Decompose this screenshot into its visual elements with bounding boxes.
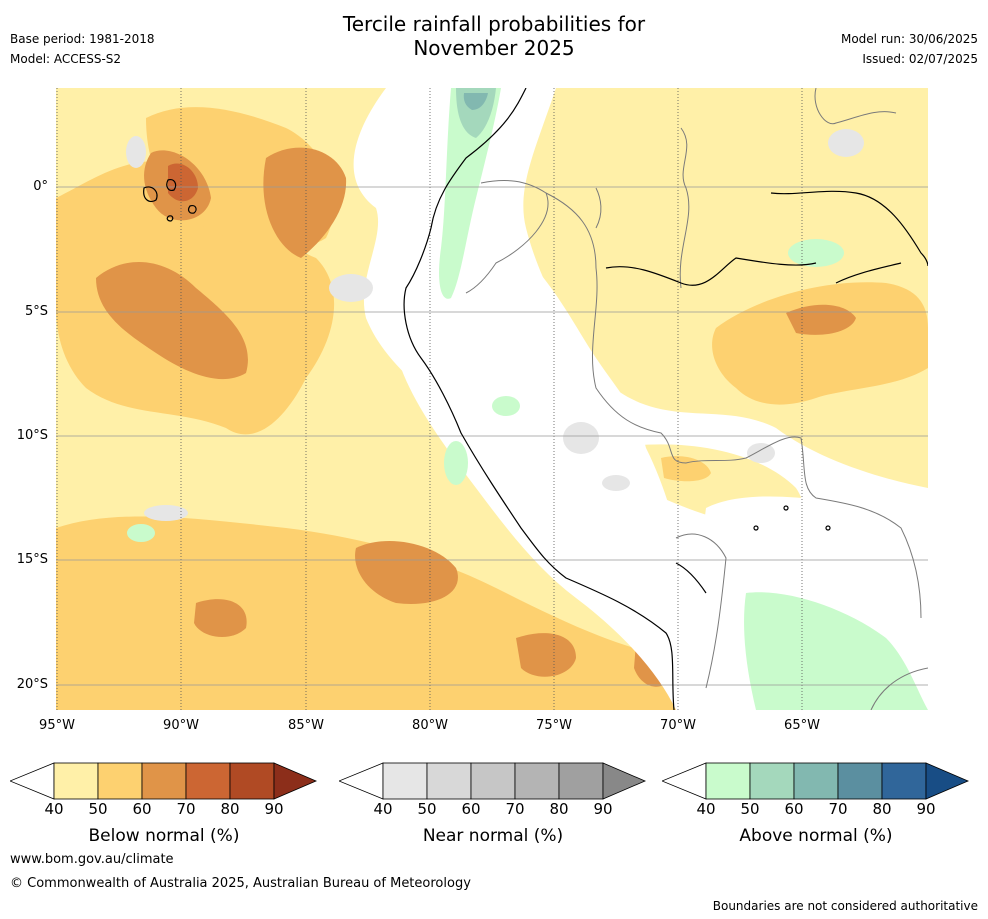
- colorbar-near-bin-60: [470, 762, 516, 800]
- colorbar-below-title: Below normal (%): [88, 826, 240, 846]
- colorbar-near-max-arrow: [602, 762, 647, 800]
- lon-label-95w: 95°W: [39, 718, 75, 733]
- colorbar-near-min-arrow: [339, 762, 384, 800]
- region-above-40-mid: [492, 396, 520, 416]
- region-above-40-south: [744, 592, 928, 710]
- colorbar-below-bin-50: [97, 762, 143, 800]
- model-name: Model: ACCESS-S2: [10, 52, 122, 66]
- colorbar-near-label-80: 80: [549, 800, 569, 818]
- colorbar-near-label-90: 90: [593, 800, 613, 818]
- country-borders: [465, 88, 928, 710]
- colorbar-above-label-80: 80: [872, 800, 892, 818]
- colorbar-below-max-arrow: [273, 762, 318, 800]
- colorbar-above-bin-80: [881, 762, 927, 800]
- region-below-70-ocean: [168, 163, 198, 202]
- colorbar-above-bin-50: [749, 762, 795, 800]
- region-near-ocean-b: [126, 136, 146, 168]
- colorbar-above-label-90: 90: [916, 800, 936, 818]
- copyright-notice: © Commonwealth of Australia 2025, Austra…: [10, 876, 471, 891]
- lon-label-70w: 70°W: [660, 718, 696, 733]
- region-below-60-ocean-e: [516, 633, 576, 677]
- lat-label-5s: 5°S: [24, 304, 48, 319]
- colorbar-below-bin-80: [229, 762, 275, 800]
- colorbar-above-label-60: 60: [784, 800, 804, 818]
- region-above-60-coast: [463, 93, 488, 110]
- region-no-dominant-land: [394, 248, 716, 710]
- colorbar-near-label-50: 50: [417, 800, 437, 818]
- map-title: Tercile rainfall probabilities for Novem…: [0, 12, 988, 60]
- colorbar-above-max-arrow: [925, 762, 970, 800]
- colorbar-below-label-40: 40: [44, 800, 64, 818]
- lon-label-90w: 90°W: [163, 718, 199, 733]
- boundaries-disclaimer: Boundaries are not considered authoritat…: [712, 899, 978, 913]
- colorbar-above-label-50: 50: [740, 800, 760, 818]
- colorbar-below-bin-70: [185, 762, 231, 800]
- colorbar-near-normal: [339, 762, 647, 800]
- colorbar-below-label-50: 50: [88, 800, 108, 818]
- region-above-40-lat10: [444, 441, 468, 485]
- colorbar-below-label-90: 90: [264, 800, 284, 818]
- colorbar-below-label-60: 60: [132, 800, 152, 818]
- lat-label-15s: 15°S: [16, 552, 48, 567]
- colorbar-below-min-arrow: [10, 762, 55, 800]
- colorbar-near-bin-40: [382, 762, 428, 800]
- region-above-40-ocean: [127, 524, 155, 542]
- meta-right: Model run: 30/06/2025 Issued: 02/07/2025: [841, 29, 978, 69]
- meta-left: Base period: 1981-2018 Model: ACCESS-S2: [10, 29, 155, 69]
- region-below-50-land: [712, 282, 928, 405]
- lat-label-10s: 10°S: [16, 428, 48, 443]
- colorbar-above-bin-60: [793, 762, 839, 800]
- parallel-gridlines: [56, 186, 928, 686]
- lat-label-20s: 20°S: [16, 677, 48, 692]
- colorbar-near-label-40: 40: [373, 800, 393, 818]
- lon-label-75w: 75°W: [536, 718, 572, 733]
- colorbar-above-min-arrow: [662, 762, 707, 800]
- colorbar-above-title: Above normal (%): [739, 826, 893, 846]
- colorbar-below-label-70: 70: [176, 800, 196, 818]
- colorbar-near-bin-70: [514, 762, 560, 800]
- colorbar-above-normal: [662, 762, 970, 800]
- region-below-60-ocean-a: [96, 261, 248, 380]
- region-above-40-east: [788, 239, 844, 267]
- region-near-land-c: [747, 443, 775, 463]
- lat-label-0: 0°: [33, 179, 48, 194]
- colorbar-above-bin-70: [837, 762, 883, 800]
- colorbar-below-label-80: 80: [220, 800, 240, 818]
- colorbar-near-label-70: 70: [505, 800, 525, 818]
- lon-label-65w: 65°W: [784, 718, 820, 733]
- colorbar-near-title: Near normal (%): [422, 826, 564, 846]
- region-near-land-d: [602, 475, 630, 491]
- colorbar-near-bin-80: [558, 762, 604, 800]
- region-below-50-land-b: [661, 456, 711, 482]
- colorbar-near-label-60: 60: [461, 800, 481, 818]
- colorbar-below-bin-60: [141, 762, 187, 800]
- model-run: Model run: 30/06/2025: [840, 32, 978, 46]
- colorbar-above-bin-40: [705, 762, 751, 800]
- coastline: [143, 88, 928, 710]
- colorbar-above-label-40: 40: [696, 800, 716, 818]
- lon-label-85w: 85°W: [288, 718, 324, 733]
- issued-date: Issued: 02/07/2025: [862, 52, 978, 66]
- title-line-1: Tercile rainfall probabilities for: [342, 12, 646, 36]
- region-below-60-ocean-c: [263, 147, 347, 258]
- colorbar-below-normal: [10, 762, 318, 800]
- base-period: Base period: 1981-2018: [10, 32, 155, 46]
- region-near-ocean-a: [329, 274, 373, 302]
- colorbar-above-label-70: 70: [828, 800, 848, 818]
- website-link[interactable]: www.bom.gov.au/climate: [10, 852, 174, 867]
- colorbar-below-bin-40: [53, 762, 99, 800]
- title-line-2: November 2025: [413, 36, 575, 60]
- region-above-40-coast: [439, 88, 501, 299]
- lon-label-80w: 80°W: [412, 718, 448, 733]
- probability-map: [56, 88, 928, 710]
- colorbar-near-bin-50: [426, 762, 472, 800]
- region-near-land-b: [828, 129, 864, 157]
- region-near-ocean-c: [144, 505, 188, 521]
- region-below-60-ocean-d: [355, 540, 458, 604]
- region-below-60-ocean-f: [194, 599, 247, 638]
- region-near-land-a: [563, 422, 599, 454]
